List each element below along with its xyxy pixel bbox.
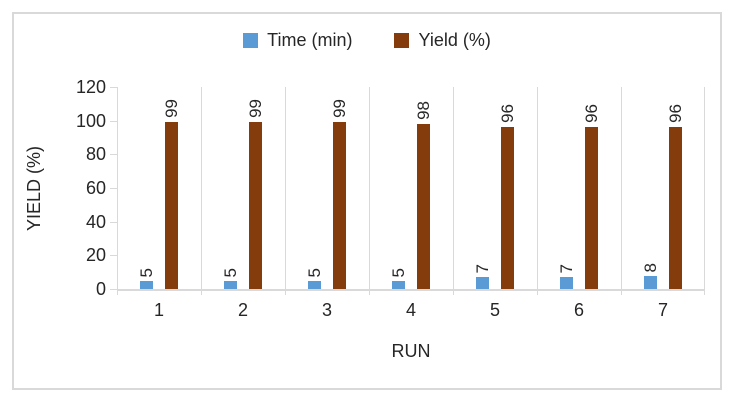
gridline: [285, 87, 286, 295]
bar-label-yield-run-1: 99: [162, 99, 181, 118]
bar-label-yield-run-4: 98: [414, 101, 433, 120]
bar-label-time-run-3: 5: [305, 267, 324, 277]
bar-yield-run-6[interactable]: [585, 127, 598, 289]
x-tick-label: 1: [153, 300, 164, 320]
gridline: [117, 87, 118, 295]
gridline: [369, 87, 370, 295]
legend-swatch-yield-icon: [394, 33, 410, 48]
bar-time-run-7[interactable]: [644, 276, 657, 289]
bar-label-time-run-7: 8: [641, 262, 660, 272]
bar-label-time-run-6: 7: [557, 263, 576, 273]
bar-time-run-5[interactable]: [476, 277, 489, 289]
bar-time-run-4[interactable]: [392, 281, 405, 289]
legend-label-time: Time (min): [267, 30, 353, 50]
y-axis-tickmark: [110, 188, 117, 189]
bar-time-run-2[interactable]: [224, 281, 237, 289]
legend-label-yield: Yield (%): [418, 30, 491, 50]
plot-area: 0 20 40 60 80 100 120 5 99 1 5 99 2 5 99 3 5 98 4 7 96 5 7 96 6 8…: [76, 77, 705, 320]
legend: Time (min) Yield (%): [14, 30, 720, 51]
y-tick-label: 20: [85, 245, 106, 265]
legend-item-yield[interactable]: Yield (%): [394, 30, 491, 51]
bar-yield-run-4[interactable]: [417, 124, 430, 289]
y-axis-tickmark: [110, 121, 117, 122]
y-axis-title: YIELD (%): [24, 145, 44, 231]
y-axis-tickmark: [110, 154, 117, 155]
x-axis-line: [117, 289, 705, 291]
bar-label-yield-run-3: 99: [330, 99, 349, 118]
bar-label-yield-run-2: 99: [246, 99, 265, 118]
bar-label-time-run-5: 7: [473, 263, 492, 273]
x-tick-label: 2: [237, 300, 248, 320]
bar-label-yield-run-6: 96: [582, 104, 601, 123]
x-tick-label: 5: [489, 300, 500, 320]
legend-item-time[interactable]: Time (min): [243, 30, 352, 51]
y-axis-tickmark: [110, 87, 117, 88]
bar-label-time-run-1: 5: [137, 267, 156, 277]
bar-label-yield-run-5: 96: [498, 104, 517, 123]
y-tick-label: 80: [85, 144, 106, 164]
x-tick-label: 4: [405, 300, 416, 320]
gridline: [453, 87, 454, 295]
y-tick-label: 0: [95, 279, 106, 299]
y-tick-label: 120: [75, 77, 106, 97]
y-axis-tickmark: [110, 222, 117, 223]
bar-yield-run-1[interactable]: [165, 122, 178, 289]
gridline: [621, 87, 622, 295]
chart-frame: Time (min) Yield (%) YIELD (%) 0 20 40 60 80…: [12, 12, 722, 390]
gridline: [201, 87, 202, 295]
y-tick-label: 40: [85, 212, 106, 232]
bar-yield-run-7[interactable]: [669, 127, 682, 289]
bar-time-run-1[interactable]: [140, 281, 153, 289]
bar-time-run-3[interactable]: [308, 281, 321, 289]
y-tick-label: 60: [85, 178, 106, 198]
x-axis-title: RUN: [391, 341, 431, 361]
y-axis-tickmark: [110, 255, 117, 256]
x-tick-label: 6: [573, 300, 584, 320]
bar-yield-run-3[interactable]: [333, 122, 346, 289]
x-tick-label: 7: [657, 300, 668, 320]
bar-label-yield-run-7: 96: [666, 104, 685, 123]
y-tick-label: 100: [75, 111, 106, 131]
bar-label-time-run-2: 5: [221, 267, 240, 277]
bar-yield-run-5[interactable]: [501, 127, 514, 289]
gridline: [537, 87, 538, 295]
y-axis-tickmark: [110, 289, 117, 290]
x-tick-label: 3: [321, 300, 332, 320]
bar-label-time-run-4: 5: [389, 267, 408, 277]
bar-time-run-6[interactable]: [560, 277, 573, 289]
gridline: [704, 87, 705, 295]
bar-yield-run-2[interactable]: [249, 122, 262, 289]
legend-swatch-time-icon: [243, 33, 259, 48]
